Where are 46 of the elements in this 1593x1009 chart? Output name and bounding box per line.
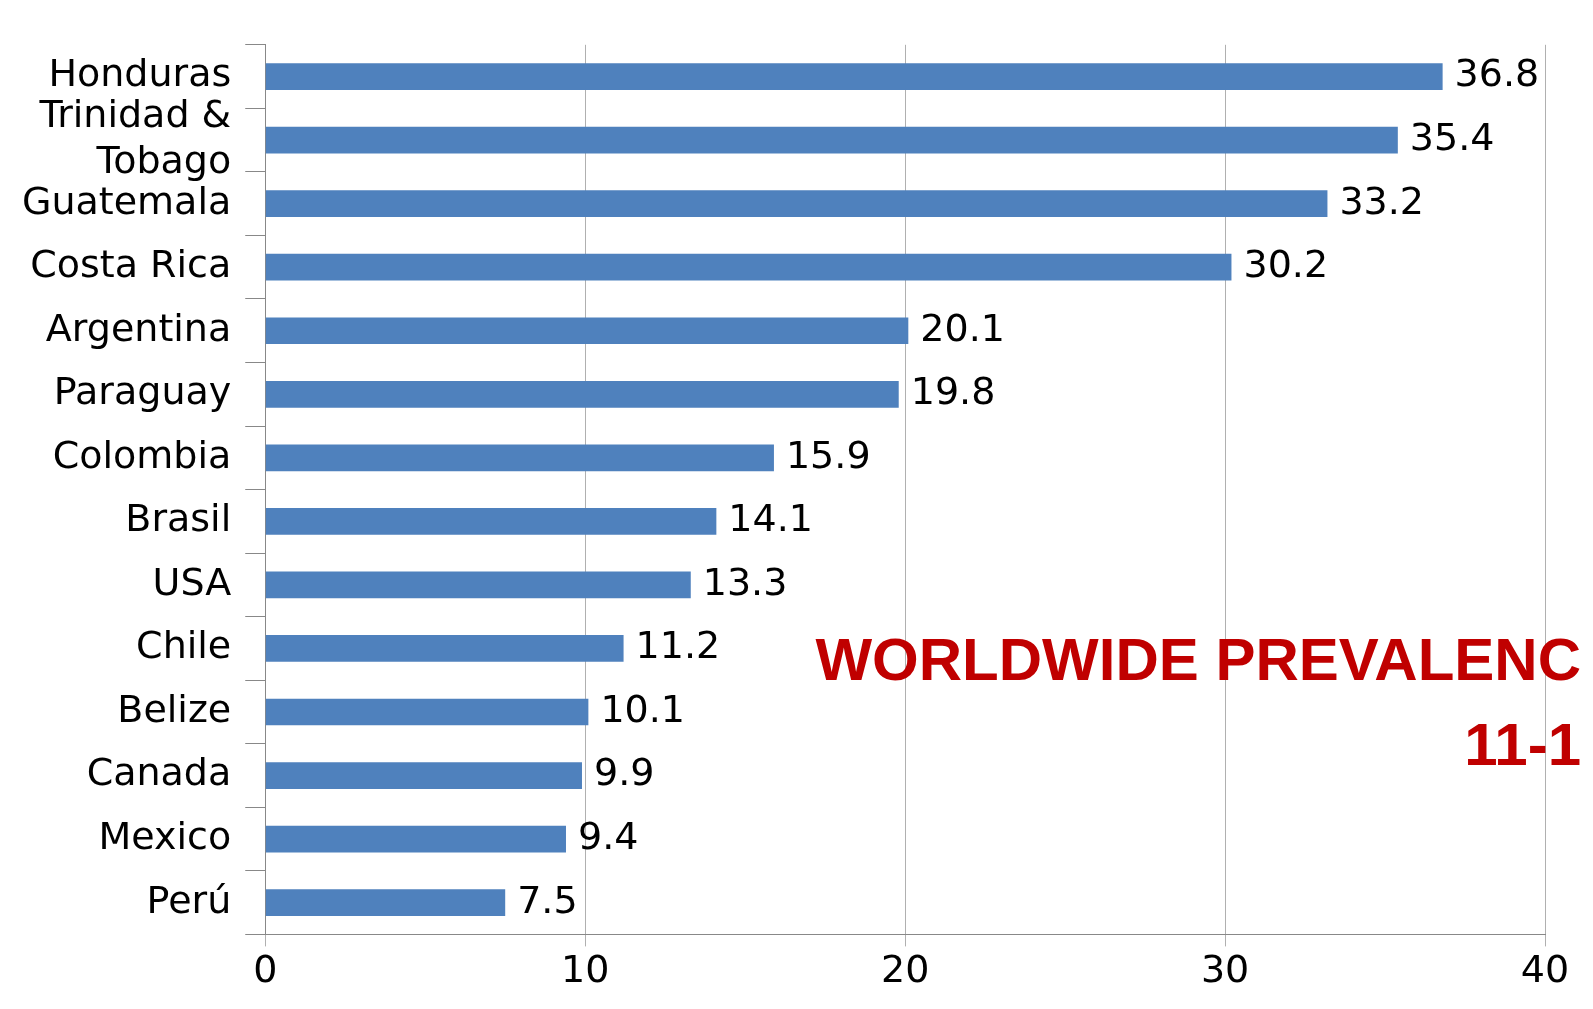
data-label: 9.4 xyxy=(577,813,639,858)
bar xyxy=(265,63,1443,90)
bar xyxy=(265,380,899,408)
data-label: 35.4 xyxy=(1409,114,1495,159)
y-tick-label: Belize xyxy=(117,686,232,731)
y-tick-label: Canada xyxy=(86,750,232,795)
annotation: WORLDWIDE PREVALENC xyxy=(815,625,1581,693)
data-label: 11.2 xyxy=(635,623,721,668)
data-label: 9.9 xyxy=(593,750,655,795)
data-label: 36.8 xyxy=(1454,51,1540,96)
data-label: 10.1 xyxy=(600,686,685,731)
bar xyxy=(265,317,909,345)
x-tick-label: 30 xyxy=(1200,947,1250,992)
y-tick-label: Argentina xyxy=(45,305,232,350)
data-label: 15.9 xyxy=(785,432,871,477)
annotation: 11-1 xyxy=(1464,710,1581,778)
bar xyxy=(265,253,1232,281)
data-label: 33.2 xyxy=(1339,178,1425,223)
y-tick-label: Colombia xyxy=(52,432,232,477)
y-tick-label: USA xyxy=(152,559,232,604)
data-label: 20.1 xyxy=(920,305,1005,350)
bar xyxy=(265,571,691,599)
x-tick-label: 10 xyxy=(561,947,610,992)
y-tick-label: Paraguay xyxy=(53,369,232,414)
bar xyxy=(265,508,717,535)
bar xyxy=(265,635,624,662)
bar xyxy=(265,762,582,789)
data-label: 19.8 xyxy=(910,369,996,414)
x-tick-label: 20 xyxy=(880,947,930,992)
y-tick-label: Chile xyxy=(136,623,232,668)
bar xyxy=(265,126,1398,154)
data-label: 14.1 xyxy=(728,496,813,541)
bar xyxy=(265,889,506,916)
bar xyxy=(265,698,589,726)
data-label: 7.5 xyxy=(517,877,578,922)
data-label: 30.2 xyxy=(1243,242,1329,287)
y-tick-label: Perú xyxy=(146,877,232,922)
y-tick-label: Mexico xyxy=(98,813,232,858)
x-tick-label: 0 xyxy=(253,947,278,992)
bar xyxy=(265,190,1328,217)
y-tick-label: Costa Rica xyxy=(30,242,232,287)
data-label: 13.3 xyxy=(702,559,788,604)
bar xyxy=(265,825,566,853)
y-tick-label: Brasil xyxy=(125,496,232,541)
bar xyxy=(265,444,774,472)
x-tick-label: 40 xyxy=(1520,947,1570,992)
